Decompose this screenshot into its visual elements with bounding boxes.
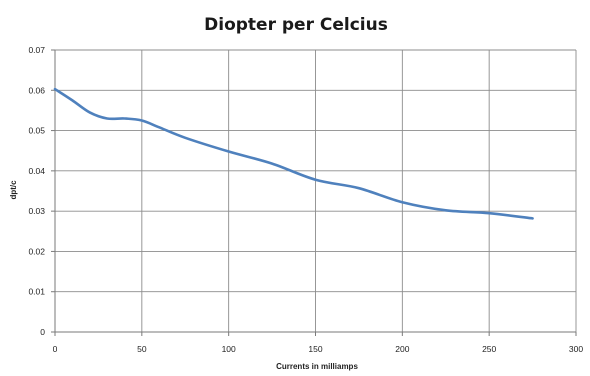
- y-tick-label: 0.01: [28, 287, 45, 297]
- y-tick-label: 0.07: [28, 45, 45, 55]
- x-tick-label: 250: [482, 344, 496, 354]
- series-layer: [53, 87, 534, 220]
- x-axis-ticks: 0 50 100 150 200 250 300: [53, 344, 584, 354]
- x-tick-label: 100: [222, 344, 236, 354]
- x-axis-label: Currents in milliamps: [276, 362, 358, 371]
- axes: [51, 49, 577, 336]
- x-tick-label: 0: [53, 344, 58, 354]
- x-tick-label: 50: [137, 344, 147, 354]
- y-tick-label: 0.06: [28, 85, 45, 95]
- y-axis-label: dpt/c: [9, 180, 18, 200]
- y-tick-label: 0.05: [28, 126, 45, 136]
- x-tick-label: 150: [308, 344, 322, 354]
- gridlines: [55, 49, 577, 332]
- y-axis-ticks: 0 0.01 0.02 0.03 0.04 0.05 0.06 0.07: [28, 45, 45, 337]
- y-tick-label: 0.04: [28, 166, 45, 176]
- x-tick-label: 200: [395, 344, 409, 354]
- chart-title: Diopter per Celcius: [204, 15, 388, 35]
- y-tick-label: 0: [40, 327, 45, 337]
- series-line: [53, 87, 534, 220]
- y-tick-label: 0.03: [28, 206, 45, 216]
- y-tick-label: 0.02: [28, 246, 45, 256]
- x-tick-label: 300: [569, 344, 583, 354]
